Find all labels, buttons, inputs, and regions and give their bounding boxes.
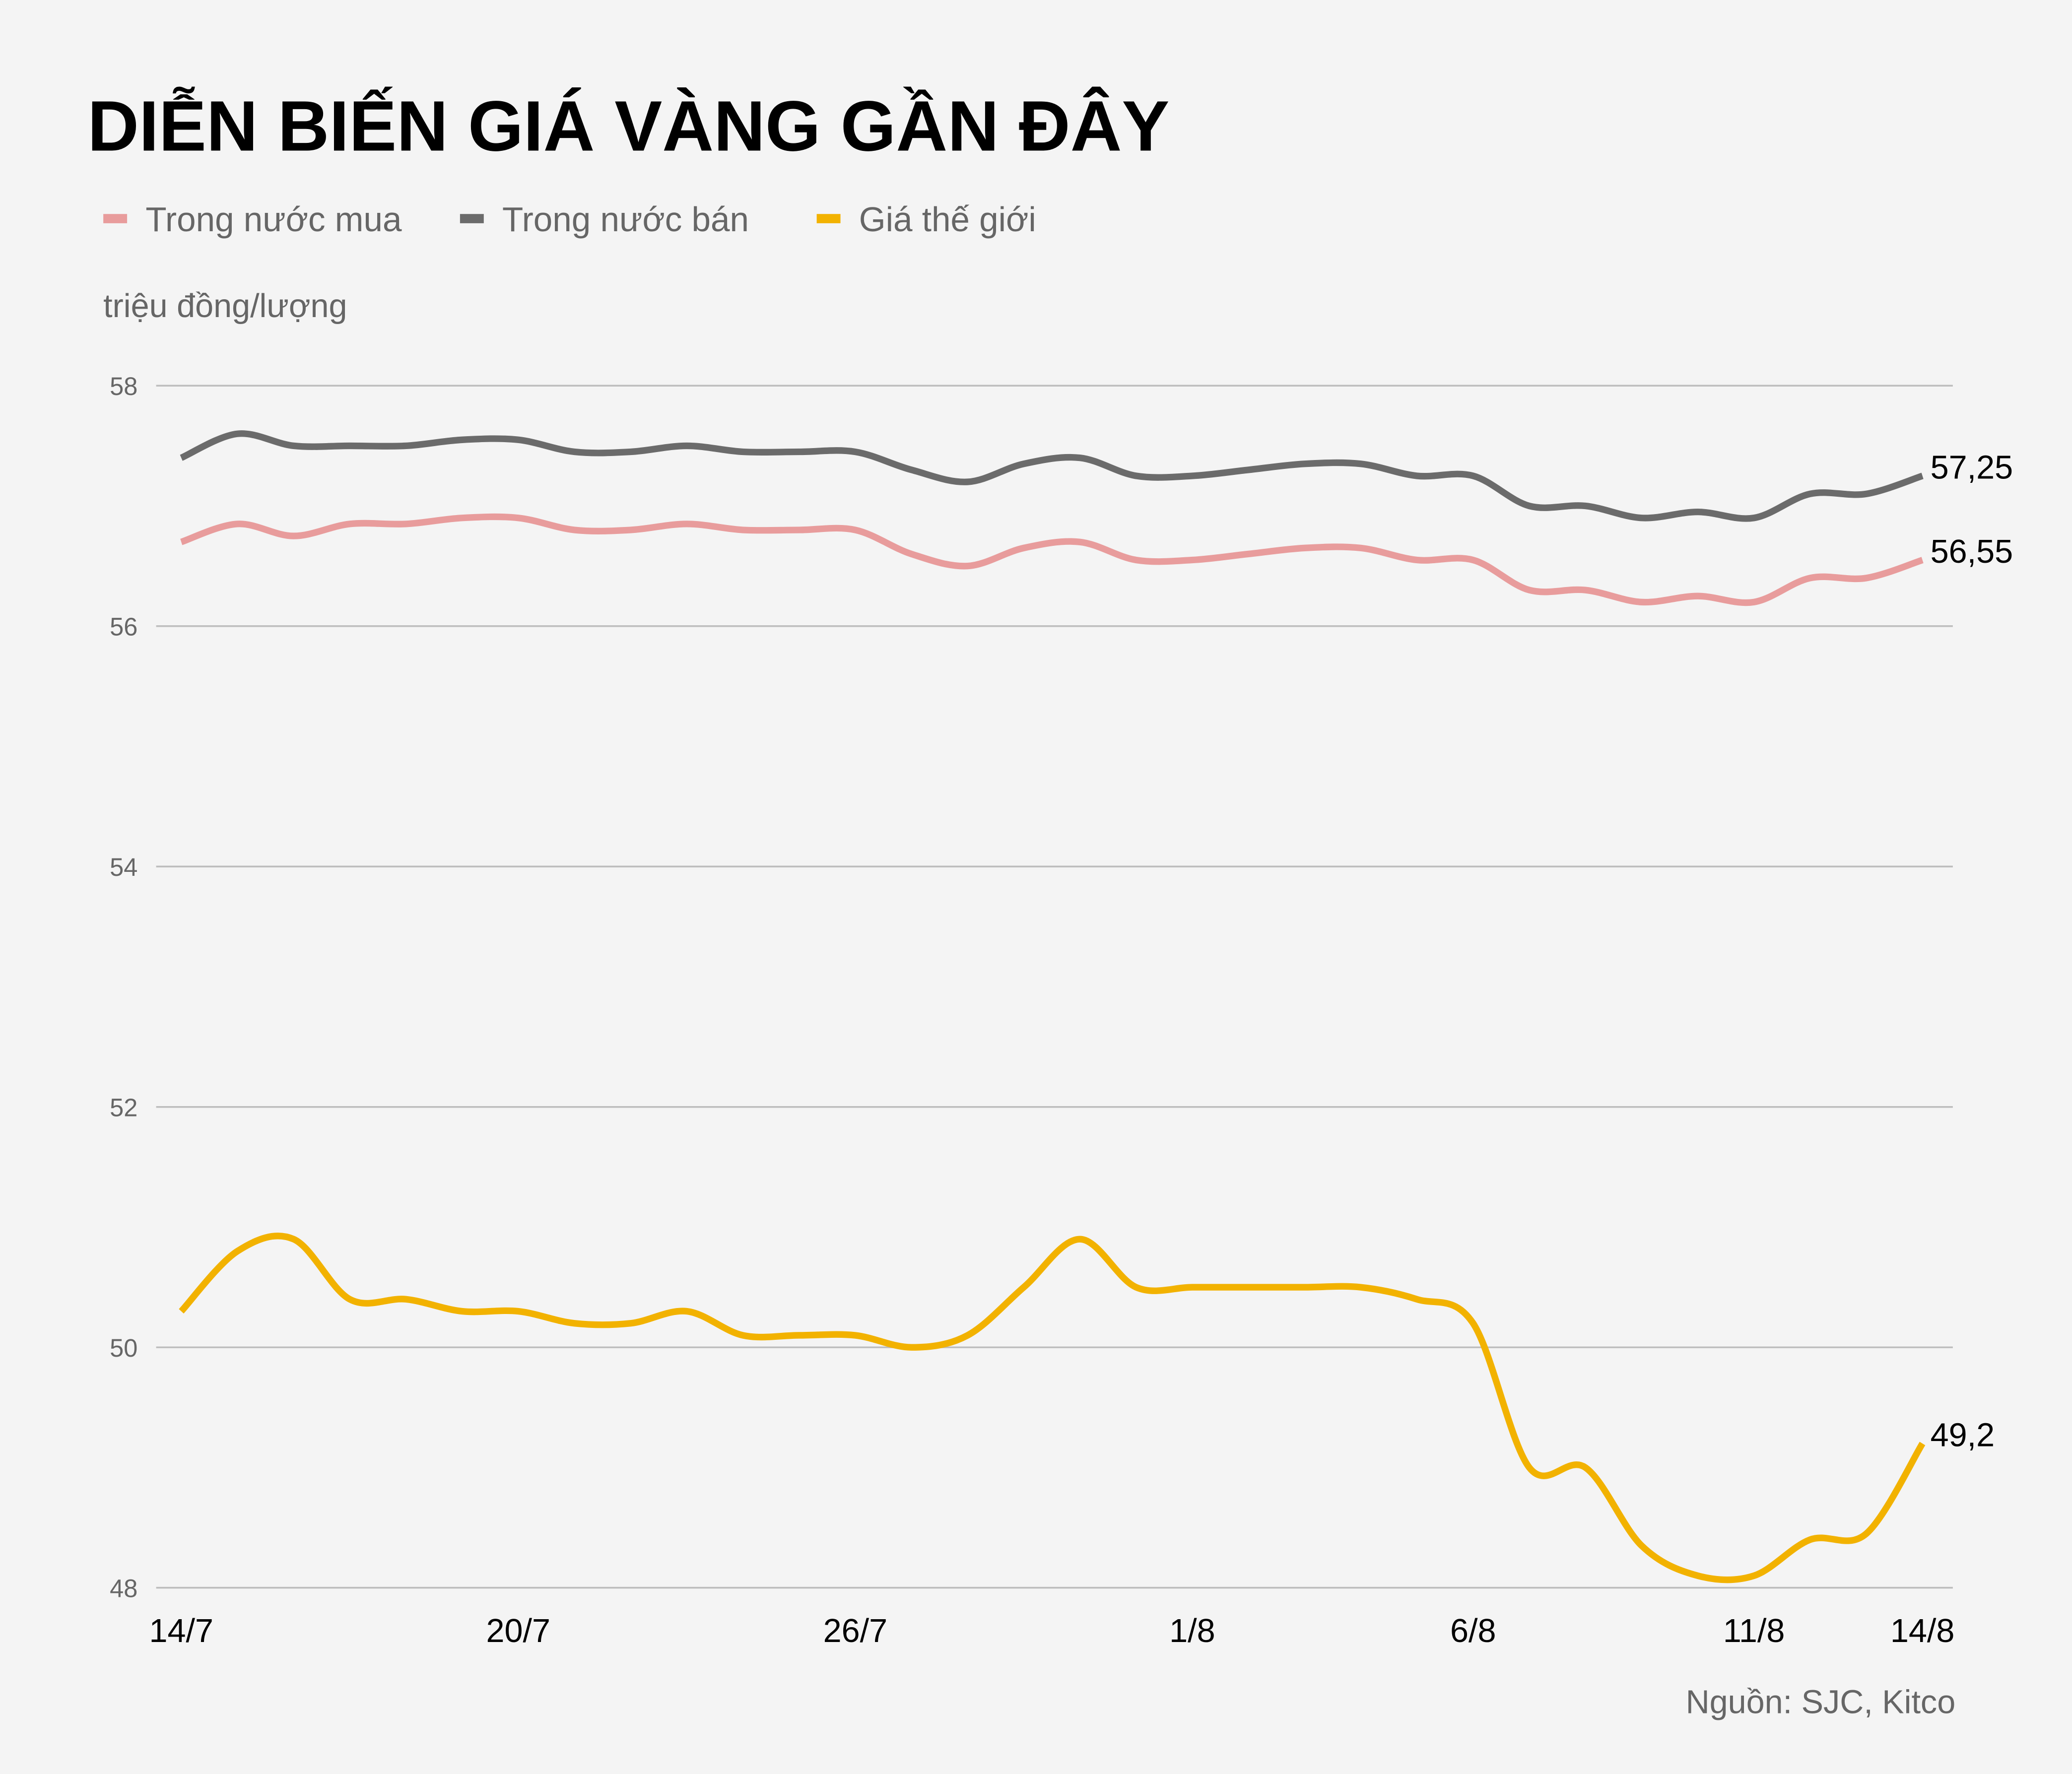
x-tick-label: 20/7 (486, 1613, 551, 1649)
end-value-label: 56,55 (1931, 533, 2013, 570)
series-line (180, 430, 1924, 522)
x-axis-ticks: 14/7 20/7 26/7 1/8 6/8 11/8 14/8 (149, 1613, 1954, 1649)
y-tick-label: 50 (110, 1334, 137, 1362)
x-tick-label: 14/8 (1890, 1613, 1955, 1649)
gridlines (156, 385, 1953, 1589)
y-axis-unit: triệu đồng/lượng (103, 288, 347, 325)
end-labels: 56,55 57,25 49,2 (1931, 449, 2013, 1453)
y-tick-label: 58 (110, 372, 137, 400)
y-tick-label: 52 (110, 1093, 137, 1121)
y-axis-ticks: 48 50 52 54 56 58 (110, 372, 137, 1602)
source-note: Nguồn: SJC, Kitco (1686, 1684, 1956, 1721)
series-line (179, 1233, 1926, 1583)
series-line (180, 513, 1924, 606)
y-tick-label: 54 (110, 853, 137, 881)
x-tick-label: 26/7 (823, 1613, 888, 1649)
y-tick-label: 56 (110, 612, 137, 641)
legend-label: Trong nước bán (502, 200, 749, 239)
x-tick-label: 1/8 (1169, 1613, 1215, 1649)
legend-swatch (460, 214, 484, 223)
legend-label: Trong nước mua (145, 200, 402, 239)
series-lines (179, 430, 1926, 1583)
legend-swatch (816, 214, 841, 223)
chart-title: DIỄN BIẾN GIÁ VÀNG GẦN ĐÂY (87, 86, 1169, 166)
y-tick-label: 48 (110, 1574, 137, 1602)
x-tick-label: 6/8 (1450, 1613, 1496, 1649)
legend-swatch (103, 214, 128, 223)
end-value-label: 49,2 (1931, 1417, 1995, 1453)
end-value-label: 57,25 (1931, 449, 2013, 486)
legend-label: Giá thế giới (859, 200, 1036, 239)
legend: Trong nước mua Trong nước bán Giá thế giới (103, 200, 1036, 239)
x-tick-label: 11/8 (1723, 1613, 1785, 1649)
x-tick-label: 14/7 (149, 1613, 213, 1649)
